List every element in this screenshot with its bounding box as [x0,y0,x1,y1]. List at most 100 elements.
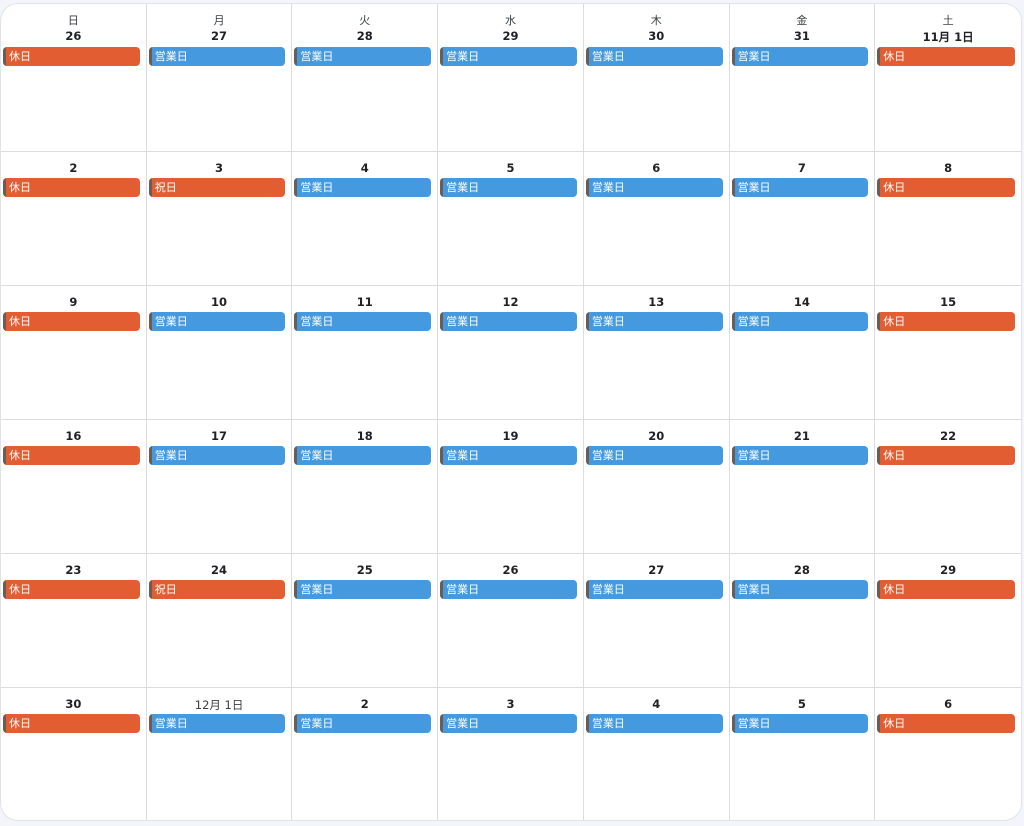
date-number[interactable]: 14 [793,295,810,309]
business-day-event-chip[interactable]: 営業日 [294,178,432,197]
business-day-event-chip[interactable]: 営業日 [731,47,869,66]
date-number[interactable]: 2 [69,161,78,175]
date-number[interactable]: 7 [797,161,806,175]
date-number[interactable]: 21 [793,429,810,443]
business-day-event-chip[interactable]: 営業日 [440,178,577,197]
date-number[interactable]: 23 [65,563,82,577]
business-day-event-chip[interactable]: 営業日 [148,446,286,465]
day-cell[interactable]: 30 休日 [1,688,147,820]
day-cell[interactable]: 16 休日 [1,420,147,554]
day-cell[interactable]: 2 休日 [1,152,147,286]
business-day-event-chip[interactable]: 営業日 [148,47,286,66]
day-cell[interactable]: 29 休日 [875,554,1021,688]
day-cell[interactable]: 6 休日 [875,688,1021,820]
date-number[interactable]: 15 [940,295,957,309]
day-cell[interactable]: 木 30 営業日 [583,4,730,152]
business-day-event-chip[interactable]: 営業日 [294,446,432,465]
day-cell[interactable]: 9 休日 [1,286,147,420]
business-day-event-chip[interactable]: 営業日 [585,47,723,66]
date-number[interactable]: 9 [69,295,78,309]
date-number[interactable]: 13 [648,295,665,309]
business-day-event-chip[interactable]: 営業日 [440,446,577,465]
date-number[interactable]: 11月 1日 [922,30,974,44]
day-cell[interactable]: 日 26 休日 [1,4,147,152]
holiday-event-chip[interactable]: 休日 [877,312,1015,331]
day-cell[interactable]: 17 営業日 [146,420,293,554]
day-cell[interactable]: 21 営業日 [729,420,876,554]
business-day-event-chip[interactable]: 営業日 [585,580,723,599]
date-number[interactable]: 19 [502,429,519,443]
date-number[interactable]: 28 [356,29,373,43]
date-number[interactable]: 3 [215,161,224,175]
holiday-event-chip[interactable]: 休日 [3,312,140,331]
day-cell[interactable]: 14 営業日 [729,286,876,420]
holiday-event-chip[interactable]: 休日 [3,714,140,733]
date-number[interactable]: 27 [648,563,665,577]
date-number[interactable]: 30 [648,29,665,43]
day-cell[interactable]: 18 営業日 [292,420,439,554]
date-number[interactable]: 11 [356,295,373,309]
business-day-event-chip[interactable]: 営業日 [585,714,723,733]
date-number[interactable]: 30 [65,697,82,711]
holiday-event-chip[interactable]: 休日 [3,178,140,197]
holiday-event-chip[interactable]: 休日 [877,446,1015,465]
day-cell[interactable]: 12月 1日営業日 [147,688,293,820]
business-day-event-chip[interactable]: 営業日 [731,178,869,197]
day-cell[interactable]: 23 休日 [1,554,147,688]
date-number[interactable]: 31 [793,29,810,43]
day-cell[interactable]: 3 営業日 [438,688,584,820]
holiday-event-chip[interactable]: 休日 [877,714,1015,733]
day-cell[interactable]: 15 休日 [875,286,1021,420]
date-number[interactable]: 24 [211,563,228,577]
day-cell[interactable]: 27 営業日 [583,554,730,688]
date-number[interactable]: 25 [356,563,373,577]
day-cell[interactable]: 月 27 営業日 [146,4,293,152]
day-cell[interactable]: 5 営業日 [438,152,584,286]
holiday-event-chip[interactable]: 祝日 [148,178,286,197]
day-cell[interactable]: 10 営業日 [146,286,293,420]
date-number[interactable]: 18 [356,429,373,443]
date-number[interactable]: 20 [648,429,665,443]
holiday-event-chip[interactable]: 休日 [877,580,1015,599]
day-cell[interactable]: 金 31 営業日 [729,4,876,152]
date-number[interactable]: 29 [502,29,519,43]
date-number[interactable]: 6 [652,161,661,175]
business-day-event-chip[interactable]: 営業日 [148,714,286,733]
holiday-event-chip[interactable]: 休日 [877,47,1015,66]
holiday-event-chip[interactable]: 休日 [3,580,140,599]
date-number[interactable]: 5 [797,697,806,711]
day-cell[interactable]: 4 営業日 [584,688,730,820]
business-day-event-chip[interactable]: 営業日 [731,714,869,733]
day-cell[interactable]: 土 11月 1日 休日 [875,4,1021,152]
business-day-event-chip[interactable]: 営業日 [731,446,869,465]
date-number[interactable]: 2 [360,697,369,711]
day-cell[interactable]: 2 営業日 [292,688,439,820]
date-number[interactable]: 22 [940,429,957,443]
business-day-event-chip[interactable]: 営業日 [294,714,432,733]
date-number[interactable]: 26 [502,563,519,577]
day-cell[interactable]: 5 営業日 [730,688,876,820]
day-cell[interactable]: 8 休日 [875,152,1021,286]
day-cell[interactable]: 7 営業日 [729,152,876,286]
date-number[interactable]: 3 [506,697,515,711]
day-cell[interactable]: 26 営業日 [438,554,584,688]
business-day-event-chip[interactable]: 営業日 [585,312,723,331]
date-number[interactable]: 8 [944,161,953,175]
day-cell[interactable]: 火 28 営業日 [292,4,439,152]
date-number[interactable]: 26 [65,29,82,43]
date-number[interactable]: 12月 1日 [194,698,244,712]
day-cell[interactable]: 6 営業日 [583,152,730,286]
date-number[interactable]: 4 [652,697,661,711]
holiday-event-chip[interactable]: 休日 [3,446,140,465]
day-cell[interactable]: 13 営業日 [583,286,730,420]
day-cell[interactable]: 水 29 営業日 [438,4,584,152]
business-day-event-chip[interactable]: 営業日 [294,47,432,66]
business-day-event-chip[interactable]: 営業日 [585,178,723,197]
day-cell[interactable]: 25 営業日 [292,554,439,688]
date-number[interactable]: 29 [940,563,957,577]
day-cell[interactable]: 20 営業日 [583,420,730,554]
business-day-event-chip[interactable]: 営業日 [440,714,577,733]
date-number[interactable]: 6 [944,697,953,711]
holiday-event-chip[interactable]: 休日 [3,47,140,66]
holiday-event-chip[interactable]: 祝日 [148,580,286,599]
